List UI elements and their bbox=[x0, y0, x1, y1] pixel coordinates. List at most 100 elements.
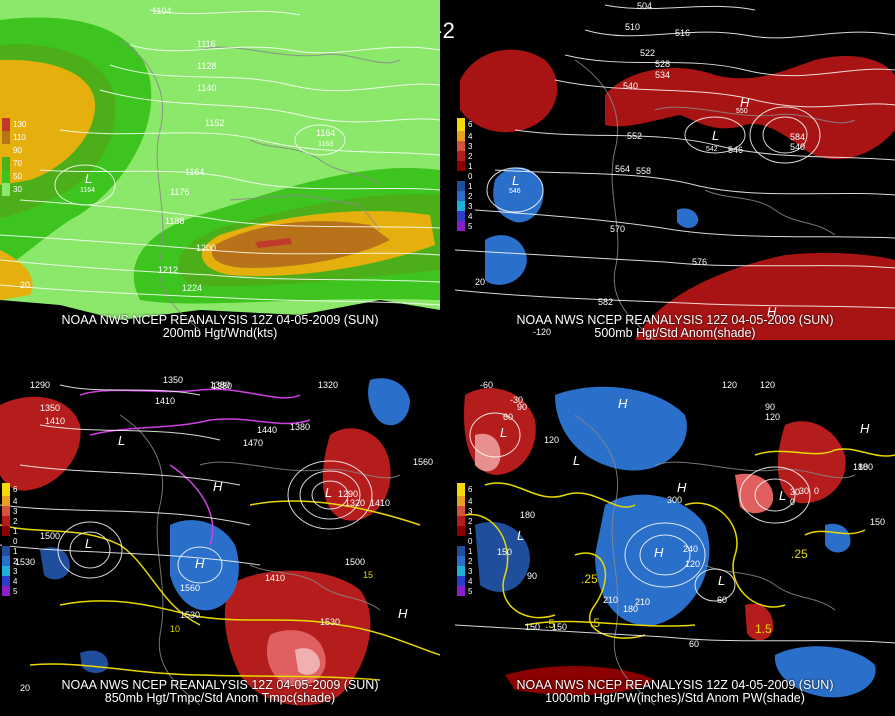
wind-speed-legend: 130 110 90 70 50 30 bbox=[2, 118, 26, 196]
legend-item: 1 bbox=[457, 526, 472, 536]
contour-label: 1560 bbox=[180, 583, 200, 593]
contour-label: 1560 bbox=[413, 457, 433, 467]
high-center-symbol: H bbox=[767, 304, 777, 319]
contour-label: 528 bbox=[655, 59, 670, 69]
legend-item: 3 bbox=[457, 201, 472, 211]
contour-label: 90 bbox=[517, 402, 527, 412]
low-center-symbol: L bbox=[779, 488, 786, 503]
contour-label: 552 bbox=[627, 131, 642, 141]
contour-label: 1188 bbox=[165, 216, 184, 226]
legend-item: 0 bbox=[2, 536, 17, 546]
std-anom-legend: 6 4 3 2 1 0 1 2 3 4 5 bbox=[457, 118, 472, 231]
anom-negative-3 bbox=[40, 547, 109, 673]
contour-label: 570 bbox=[610, 224, 625, 234]
pw-label: 1.5 bbox=[755, 622, 772, 636]
contour-label: 1320 bbox=[345, 498, 365, 508]
legend-item: 1 bbox=[457, 161, 472, 171]
contour-label: 120 bbox=[722, 380, 737, 390]
contour-label: 516 bbox=[675, 28, 690, 38]
anom-negative-1 bbox=[170, 520, 239, 611]
contour-label: 1140 bbox=[197, 83, 216, 93]
contour-label: 558 bbox=[636, 166, 651, 176]
contour-label: 1470 bbox=[243, 438, 263, 448]
contour-label: 546 bbox=[728, 145, 743, 155]
low-center-symbol: L bbox=[118, 433, 125, 448]
anom-negative-5 bbox=[825, 523, 851, 553]
contour-label: 1212 bbox=[158, 265, 178, 275]
anom-negative-2 bbox=[368, 378, 410, 426]
map-500mb-canvas: 504 510 516 522 528 534 540 546 552 558 … bbox=[455, 0, 895, 340]
legend-item: 6 bbox=[2, 483, 17, 496]
high-center-symbol: H bbox=[398, 606, 408, 621]
contour-label: 1410 bbox=[45, 416, 65, 426]
legend-item: 4 bbox=[457, 496, 472, 506]
contour-label: 1530 bbox=[180, 610, 200, 620]
wind-shade-130 bbox=[255, 238, 292, 248]
legend-item: 1 bbox=[2, 546, 17, 556]
high-center-symbol: H bbox=[618, 396, 628, 411]
contour-label: 1380 bbox=[210, 380, 230, 390]
map-850mb-canvas: 1350 1380 1410 1440 1470 1500 1530 1560 … bbox=[0, 375, 440, 716]
map-1000mb-canvas: -60 -30 60 120 180 210 240 300 150 90 30… bbox=[455, 375, 895, 716]
contour-label: 60 bbox=[717, 595, 727, 605]
legend-item: 3 bbox=[457, 506, 472, 516]
contour-label: -30 bbox=[510, 395, 523, 405]
wind-shade-110 bbox=[211, 221, 390, 268]
map-panel-850mb: 1350 1380 1410 1440 1470 1500 1530 1560 … bbox=[0, 375, 440, 716]
legend-item: 3 bbox=[457, 141, 472, 151]
contour-label: 1350 bbox=[163, 375, 183, 385]
high-center-symbol: H bbox=[740, 95, 750, 110]
legend-item: 0 bbox=[457, 536, 472, 546]
anom-positive-2 bbox=[322, 428, 391, 521]
contour-label: 120 bbox=[544, 435, 559, 445]
legend-item: 50 bbox=[2, 170, 26, 183]
contour-label: 1380 bbox=[212, 381, 232, 391]
high-center-symbol: H bbox=[677, 480, 687, 495]
contour-label: 576 bbox=[692, 257, 707, 267]
panel-caption-variable: 1000mb Hgt/PW(inches)/Std Anom PW(shade) bbox=[545, 691, 805, 705]
legend-item: 6 bbox=[457, 483, 472, 496]
low-center-symbol: L bbox=[712, 128, 719, 143]
contour-label: 1530 bbox=[15, 557, 35, 567]
contour-label: 20 bbox=[20, 280, 30, 290]
legend-item: 3 bbox=[2, 566, 17, 576]
contour-label: 180 bbox=[520, 510, 535, 520]
legend-item: 3 bbox=[457, 566, 472, 576]
map-panel-500mb: 504 510 516 522 528 534 540 546 552 558 … bbox=[455, 0, 895, 340]
contour-label: 150 bbox=[525, 622, 540, 632]
contour-label: 210 bbox=[635, 597, 650, 607]
contour-label: 564 bbox=[615, 164, 630, 174]
contour-label: 60 bbox=[689, 639, 699, 649]
contour-label: 120 bbox=[760, 380, 775, 390]
legend-item: 130 bbox=[2, 118, 26, 131]
panel-caption-variable: 500mb Hgt/Std Anom(shade) bbox=[594, 326, 756, 340]
contour-label: 0 bbox=[790, 497, 795, 507]
contour-label: 1410 bbox=[265, 573, 285, 583]
high-center-symbol: H bbox=[654, 545, 664, 560]
legend-item: 1 bbox=[457, 546, 472, 556]
anom-positive-1 bbox=[460, 49, 558, 133]
contour-label: 1128 bbox=[197, 61, 216, 71]
contour-label: 20 bbox=[475, 277, 485, 287]
contour-label: 20 bbox=[20, 683, 30, 693]
contour-label: 1200 bbox=[196, 243, 216, 253]
legend-item: 2 bbox=[2, 516, 17, 526]
legend-item: 4 bbox=[2, 496, 17, 506]
pw-label: .5 bbox=[590, 616, 600, 630]
contour-label: 546 bbox=[509, 188, 521, 195]
low-center-symbol: L bbox=[85, 171, 92, 186]
contour-label: 180 bbox=[853, 462, 868, 472]
contour-label: 1290 bbox=[338, 489, 358, 499]
panel-caption-source: NOAA NWS NCEP REANALYSIS 12Z 04-05-2009 … bbox=[516, 313, 834, 327]
contour-label: 1152 bbox=[205, 118, 224, 128]
low-center-symbol: L bbox=[325, 485, 332, 500]
contour-label: 504 bbox=[637, 1, 652, 11]
anom-positive-4 bbox=[735, 473, 774, 514]
anom-positive-3 bbox=[777, 421, 846, 504]
contour-label: 30 bbox=[790, 487, 800, 497]
anom-negative-1 bbox=[555, 386, 687, 471]
contour-label: 534 bbox=[655, 70, 670, 80]
contour-label: 150 bbox=[497, 547, 512, 557]
contour-label: 180 bbox=[623, 604, 638, 614]
panel-caption-variable: 850mb Hgt/Tmpc/Std Anom Tmpc(shade) bbox=[104, 691, 336, 705]
